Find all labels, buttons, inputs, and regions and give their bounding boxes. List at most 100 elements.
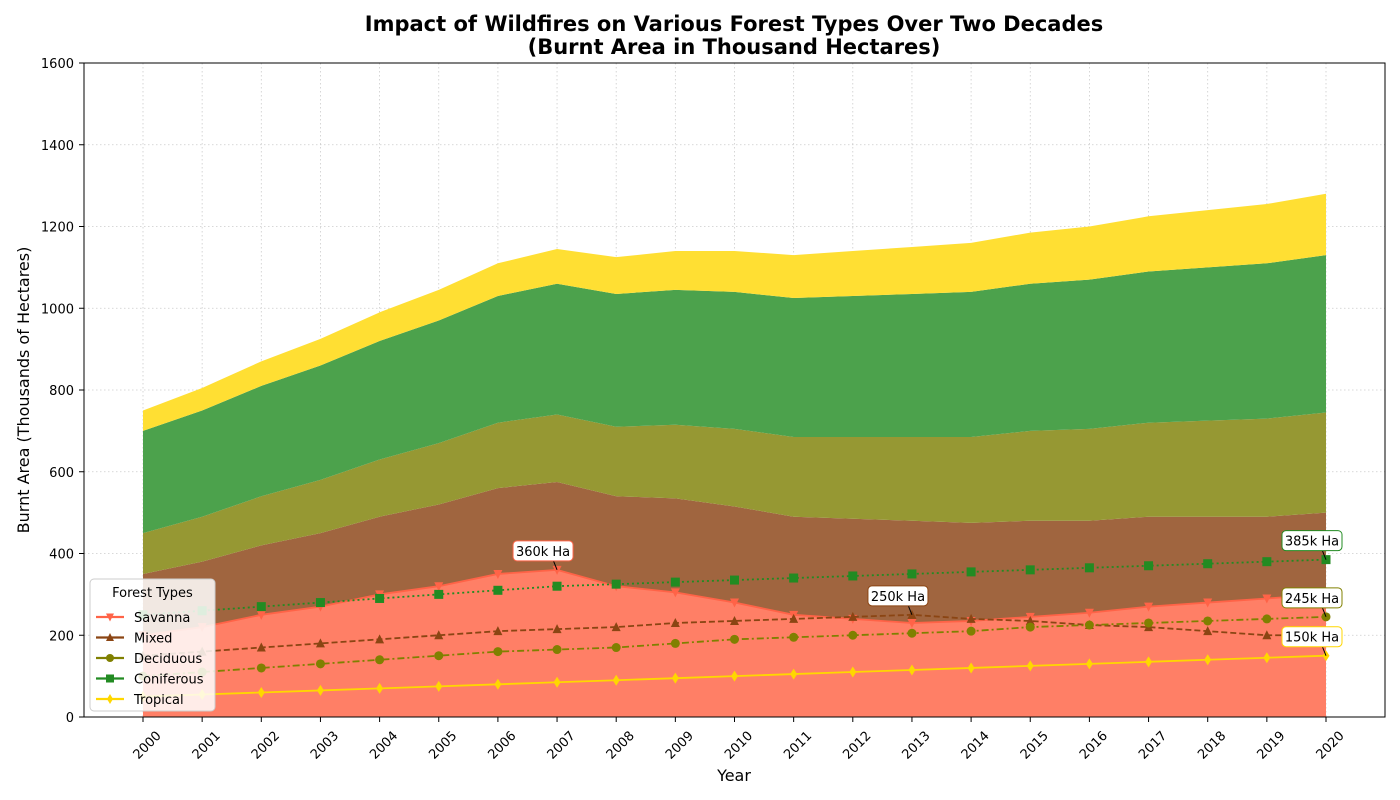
annotation-box	[512, 540, 574, 562]
y-tick-label: 0	[66, 711, 74, 726]
y-tick-label: 200	[49, 629, 74, 644]
legend-marker	[106, 633, 114, 641]
x-tick-label: 2006	[485, 729, 519, 763]
data-point-deciduous	[789, 632, 799, 642]
annotation-label: 385k Ha	[1285, 535, 1339, 550]
legend-label: Savanna	[134, 611, 190, 626]
data-point-coniferous	[552, 581, 562, 591]
chart-title: Impact of Wildfires on Various Forest Ty…	[365, 12, 1104, 36]
data-point-savanna	[730, 598, 739, 608]
x-tick-label: 2008	[604, 729, 638, 763]
legend-label: Tropical	[133, 693, 184, 708]
legend-item-savanna: Savanna	[96, 611, 190, 626]
data-point-coniferous	[611, 579, 621, 589]
annotation-arrow	[552, 559, 558, 571]
data-point-coniferous	[1144, 561, 1154, 571]
x-tick-label: 2007	[545, 729, 579, 763]
y-tick-label: 1600	[41, 57, 74, 72]
legend-marker	[106, 613, 114, 622]
data-point-mixed	[730, 615, 739, 625]
annotation-box	[1281, 587, 1343, 609]
data-point-tropical	[435, 680, 443, 692]
data-point-coniferous	[1203, 559, 1213, 569]
legend-label: Deciduous	[134, 652, 202, 667]
annotation: 385k Ha	[1281, 530, 1343, 560]
data-point-deciduous	[1084, 620, 1094, 630]
data-point-deciduous	[1144, 618, 1154, 628]
data-point-coniferous	[434, 589, 444, 599]
legend-marker	[106, 674, 114, 683]
x-tick-label: 2004	[367, 729, 401, 763]
data-point-coniferous	[256, 602, 266, 612]
legend: Forest Types Savanna Mixed Deciduous Conifer…	[89, 578, 216, 712]
data-point-mixed	[611, 622, 621, 632]
data-point-tropical	[908, 664, 916, 676]
data-point-tropical	[1026, 660, 1034, 672]
data-point-mixed	[552, 624, 562, 634]
x-tick-label: 2014	[959, 729, 993, 763]
x-tick-label: 2005	[426, 729, 460, 763]
data-point-coniferous	[375, 593, 385, 603]
annotation-arrow	[1321, 549, 1327, 560]
x-tick-label: 2011	[781, 729, 815, 763]
y-axis-label: Burnt Area (Thousands of Hectares)	[14, 247, 33, 534]
legend-item-deciduous: Deciduous	[96, 652, 202, 667]
data-point-tropical	[612, 674, 620, 686]
stacked-area-tropical	[143, 193, 1326, 431]
x-tick-label: 2003	[308, 729, 342, 763]
y-tick-label: 1200	[41, 221, 74, 236]
data-point-savanna	[1144, 602, 1154, 612]
y-tick-label: 1400	[41, 139, 74, 154]
x-tick-label: 2002	[249, 729, 283, 763]
data-point-savanna	[1262, 594, 1272, 604]
data-point-tropical	[1145, 656, 1153, 668]
annotation-label: 360k Ha	[516, 545, 570, 560]
legend-item-coniferous: Coniferous	[96, 673, 204, 688]
data-point-tropical	[494, 678, 502, 690]
data-point-coniferous	[730, 575, 739, 585]
annotation: 360k Ha	[512, 540, 574, 571]
data-point-deciduous	[611, 643, 621, 653]
stacked-area-coniferous	[143, 255, 1326, 534]
annotation-arrow	[907, 604, 913, 615]
data-point-mixed	[434, 630, 444, 640]
y-tick-label: 800	[49, 384, 74, 399]
data-point-coniferous	[670, 577, 680, 587]
data-point-deciduous	[730, 634, 739, 644]
data-point-coniferous	[1025, 565, 1035, 575]
data-point-coniferous	[315, 598, 325, 608]
x-tick-label: 2012	[840, 729, 874, 763]
data-point-deciduous	[670, 638, 680, 648]
x-tick-label: 2013	[900, 729, 934, 763]
annotation: 245k Ha	[1281, 587, 1343, 618]
legend-item-mixed: Mixed	[96, 632, 172, 647]
data-point-deciduous	[315, 659, 325, 669]
annotation-label: 245k Ha	[1285, 592, 1339, 607]
data-point-savanna	[1203, 598, 1213, 608]
x-tick-label: 2000	[131, 729, 165, 763]
series-line-deciduous	[142, 615, 1327, 678]
data-point-mixed	[256, 642, 266, 652]
y-tick-label: 400	[49, 548, 74, 563]
data-point-deciduous	[966, 626, 976, 636]
legend-marker	[106, 654, 114, 662]
stacked-area-deciduous	[143, 412, 1326, 574]
data-point-tropical	[731, 670, 738, 682]
data-point-coniferous	[907, 569, 917, 579]
data-point-deciduous	[1262, 614, 1272, 624]
legend-label: Mixed	[134, 632, 172, 647]
data-point-tropical	[257, 686, 265, 698]
x-axis-label: Year	[716, 766, 751, 785]
legend-title: Forest Types	[112, 586, 193, 601]
annotation-box	[1281, 530, 1343, 552]
legend-label: Coniferous	[134, 673, 204, 688]
data-point-savanna	[256, 610, 266, 620]
data-point-mixed	[1025, 615, 1035, 625]
annotation-arrow	[1321, 606, 1327, 618]
data-point-tropical	[671, 672, 679, 684]
legend-marker	[107, 694, 113, 704]
data-point-tropical	[1085, 658, 1093, 670]
legend-item-tropical: Tropical	[96, 693, 184, 708]
